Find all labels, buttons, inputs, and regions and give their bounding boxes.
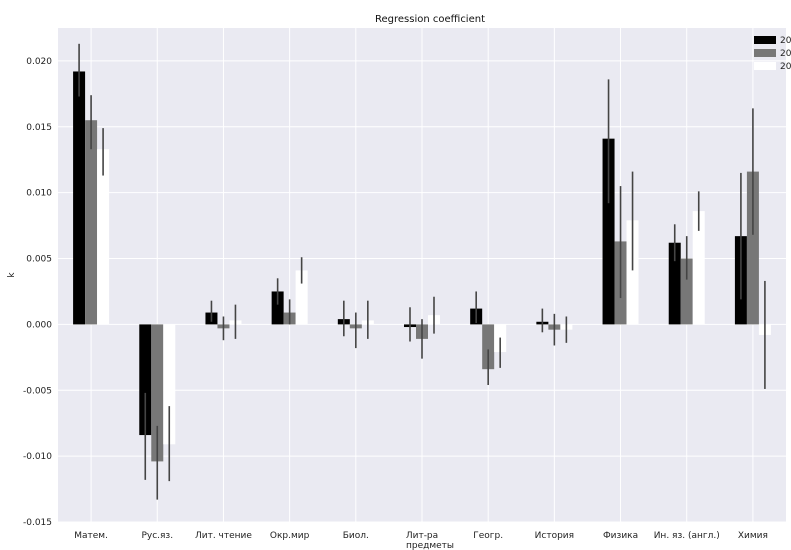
bar <box>97 149 110 325</box>
x-tick-label: Окр.мир <box>270 531 310 541</box>
y-axis-label: k <box>7 272 17 278</box>
legend-swatch <box>754 62 776 70</box>
x-tick-label: Матем. <box>74 531 108 541</box>
bar <box>271 291 284 325</box>
bar <box>602 138 615 325</box>
legend-swatch <box>754 36 776 44</box>
bar <box>139 324 152 436</box>
y-tick-label: 0.000 <box>26 320 52 330</box>
x-tick-label: Лит-ра <box>406 531 438 541</box>
x-tick-label: История <box>535 531 574 541</box>
y-tick-label: 0.005 <box>26 255 52 265</box>
legend: 201 201 201 <box>754 36 791 72</box>
error-bars <box>78 43 766 500</box>
bar <box>295 270 308 325</box>
bar <box>85 120 98 325</box>
x-tick-label: Химия <box>738 531 768 541</box>
legend-label: 201 <box>780 36 791 46</box>
bar <box>746 171 759 325</box>
y-tick-label: 0.020 <box>26 57 52 67</box>
y-tick-label: -0.005 <box>23 386 52 396</box>
x-tick-label: Биол. <box>343 531 369 541</box>
x-tick-label: Ин. яз. (англ.) <box>654 531 720 541</box>
y-tick-label: 0.010 <box>26 189 52 199</box>
x-axis-label: предметы <box>406 541 454 550</box>
y-tick-labels: -0.015 -0.010 -0.005 0.000 0.005 0.010 0.015 0.… <box>23 57 52 528</box>
x-tick-label: Геогр. <box>473 531 503 541</box>
bar <box>73 71 86 325</box>
x-tick-label: Лит. чтение <box>195 531 252 541</box>
chart-title: Regression coefficient <box>375 14 485 25</box>
bar <box>151 324 164 462</box>
legend-swatch <box>754 49 776 57</box>
y-tick-label: -0.015 <box>23 518 52 528</box>
y-tick-label: -0.010 <box>23 452 52 462</box>
x-tick-labels: Матем. Рус.яз. Лит. чтение Окр.мир Биол. Лит-… <box>74 531 768 541</box>
bar <box>692 211 705 325</box>
x-tick-label: Физика <box>603 531 638 541</box>
bar <box>163 324 176 445</box>
bar <box>482 324 495 370</box>
legend-label: 201 <box>780 62 791 72</box>
y-tick-label: 0.015 <box>26 123 52 133</box>
x-tick-label: Рус.яз. <box>141 531 173 541</box>
bar <box>680 258 693 325</box>
legend-label: 201 <box>780 49 791 59</box>
bar <box>626 220 639 325</box>
bar <box>668 242 681 325</box>
